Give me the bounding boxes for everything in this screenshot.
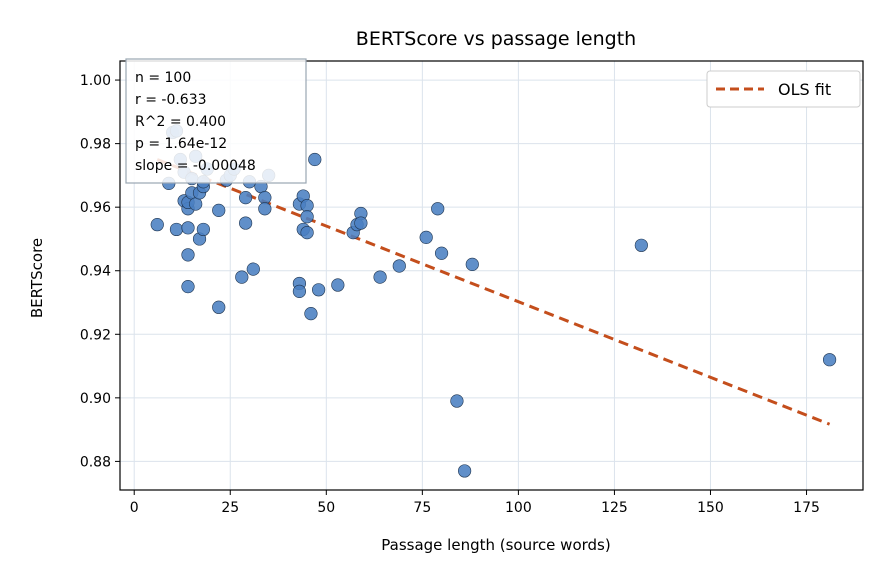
y-tick-label: 0.98 [80,137,111,153]
data-point [300,210,314,224]
grid-lines [120,61,863,490]
stats-slope: slope = -0.00048 [135,158,256,174]
x-axis-label: Passage length (source words) [381,536,610,554]
data-point [312,283,326,297]
y-tick-label: 0.88 [80,454,111,470]
data-point [450,394,464,408]
data-point [181,221,195,235]
data-point [235,270,249,284]
y-axis-ticks: 0.88 0.90 0.92 0.94 0.96 0.98 1.00 [80,73,120,470]
stats-p: p = 1.64e-12 [135,136,227,152]
x-tick-label: 25 [221,500,239,516]
data-point [181,248,195,262]
data-point [212,300,226,314]
y-tick-label: 0.94 [80,264,111,280]
x-tick-label: 50 [317,500,335,516]
data-point [196,222,210,237]
data-point [258,202,272,216]
x-tick-label: 75 [413,500,431,516]
data-point [354,216,368,230]
data-point [246,262,260,276]
data-point [331,278,345,292]
stats-n: n = 100 [135,70,191,86]
chart-title: BERTScore vs passage length [356,28,636,50]
data-point [239,191,253,205]
y-tick-label: 1.00 [80,73,111,89]
stats-r2: R^2 = 0.400 [135,114,226,130]
fit-line-layer [156,158,831,426]
data-point [431,202,445,216]
data-point [419,230,433,244]
data-point [189,197,203,211]
legend-frame [706,70,861,108]
data-point [258,191,272,205]
data-point [392,259,406,273]
data-point [373,270,387,284]
data-point [169,222,184,237]
x-tick-label: 0 [130,500,139,516]
y-tick-label: 0.90 [80,391,111,407]
x-tick-label: 125 [601,500,628,516]
data-point [212,203,226,217]
data-point [292,284,307,298]
y-tick-label: 0.96 [80,200,111,216]
stats-box-frame [125,58,307,184]
data-point [150,218,164,232]
data-point [458,464,472,478]
y-axis-label: BERTScore [28,238,46,318]
data-point [239,216,253,230]
data-point [434,246,449,260]
data-point [822,353,837,367]
x-tick-label: 150 [697,500,724,516]
data-point [300,198,314,213]
legend: OLS fit [706,70,861,108]
x-tick-label: 100 [505,500,532,516]
data-point [300,226,314,240]
stats-box: n = 100 r = -0.633 R^2 = 0.400 p = 1.64e… [125,58,307,184]
legend-fit-label: OLS fit [778,80,831,99]
data-point [181,280,195,294]
y-tick-label: 0.92 [80,327,111,343]
x-axis-ticks: 0 25 50 75 100 125 150 175 [130,490,820,516]
data-point [308,152,322,167]
data-point [634,238,648,252]
x-tick-label: 175 [793,500,820,516]
stats-r: r = -0.633 [135,92,207,108]
plot-frame [119,60,864,491]
data-point [304,307,318,321]
ols-fit-line [156,158,831,426]
data-point [465,257,479,271]
